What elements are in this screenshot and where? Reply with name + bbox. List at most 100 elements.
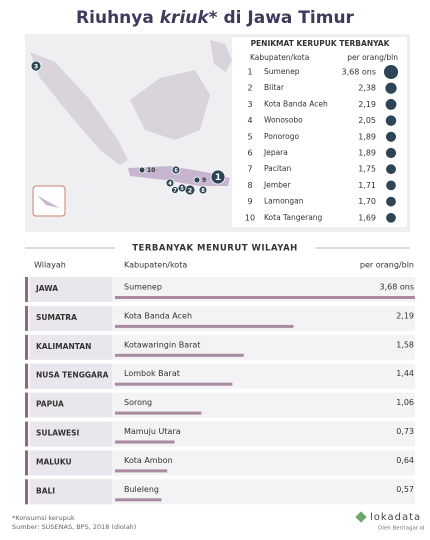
city-name: Pacitan — [264, 164, 292, 173]
byline: Oleh Beritagar.id — [378, 526, 424, 532]
value-dot — [385, 131, 397, 142]
rank: 4 — [247, 116, 252, 125]
region-cell — [30, 305, 112, 331]
map-marker-label: 4 — [168, 181, 172, 187]
value-bar — [115, 324, 294, 328]
rank: 7 — [247, 165, 252, 174]
city-name: Kota Ambon — [124, 456, 173, 465]
value-dot — [386, 212, 396, 223]
value-label: 1,44 — [396, 369, 414, 378]
region-cell — [30, 363, 112, 389]
value-bar — [115, 469, 168, 473]
rank: 3 — [247, 100, 252, 109]
region-name: NUSA TENGGARA — [36, 371, 109, 380]
city-name: Lombok Barat — [124, 369, 180, 378]
island — [130, 70, 210, 140]
value-bar — [115, 498, 162, 502]
logo-mark — [355, 511, 367, 523]
region-name: SUMATRA — [36, 313, 77, 322]
city-name: Jepara — [263, 148, 288, 157]
region-cell — [30, 479, 112, 505]
column-header: Kabupaten/kota — [124, 261, 187, 270]
map-marker — [171, 186, 179, 194]
value-label: 0,57 — [396, 485, 414, 494]
map-marker — [171, 165, 181, 175]
value-dot — [386, 196, 396, 207]
row-accent — [25, 392, 28, 418]
rank: 6 — [247, 149, 252, 158]
table-title: PENIKMAT KERUPUK TERBANYAK — [251, 39, 391, 48]
value-label: 2,38 — [358, 84, 376, 93]
map-marker — [165, 178, 175, 188]
rank: 8 — [247, 181, 252, 190]
region-cell — [30, 334, 112, 360]
value-label: 1,06 — [396, 398, 414, 407]
region-cell — [30, 392, 112, 418]
map — [30, 40, 240, 217]
value-bar — [115, 353, 244, 357]
top-table — [232, 37, 407, 227]
row-accent — [25, 421, 28, 447]
island — [30, 52, 128, 165]
row-accent — [25, 277, 28, 302]
map-marker — [210, 169, 226, 185]
map-marker — [198, 185, 208, 195]
city-name: Kotawaringin Barat — [124, 340, 200, 349]
value-bar — [115, 411, 202, 415]
footnote: *Konsumsi kerupuk — [12, 514, 75, 522]
column-header: per orang/bln — [347, 53, 398, 62]
column-header: per orang/bln — [360, 261, 414, 270]
rank: 2 — [247, 84, 252, 93]
title: Riuhnya kriuk* di Jawa Timur — [76, 8, 354, 28]
map-marker-label: 8 — [201, 188, 205, 194]
value-dot — [385, 98, 397, 110]
value-label: 0,64 — [396, 456, 414, 465]
brand: lokadata — [370, 512, 421, 523]
value-label: 1,89 — [358, 132, 376, 141]
value-dot — [386, 164, 396, 175]
value-dot — [385, 115, 397, 126]
value-dot — [385, 82, 397, 94]
region-name: PAPUA — [36, 400, 64, 409]
value-label: 3,68 ons — [380, 283, 415, 292]
map-marker-label: 10 — [147, 167, 155, 174]
map-marker-label: 2 — [188, 187, 193, 195]
value-label: 0,73 — [396, 427, 414, 436]
region-cell — [30, 450, 112, 476]
city-name: Ponorogo — [264, 132, 299, 141]
row-accent — [25, 334, 28, 360]
region-name: JAWA — [35, 284, 58, 293]
value-label: 2,19 — [358, 100, 376, 109]
title-text: di Jawa Timur — [224, 8, 355, 28]
row-accent — [25, 305, 28, 331]
title-text: Riuhnya — [76, 8, 154, 28]
value-label: 2,05 — [358, 116, 376, 125]
map-marker-label: 9 — [202, 177, 206, 184]
value-label: 2,19 — [396, 311, 414, 320]
map-marker-label: 1 — [215, 173, 221, 183]
map-marker-label: 5 — [180, 186, 184, 192]
value-label: 1,71 — [358, 181, 376, 190]
island — [210, 40, 232, 72]
section-title: TERBANYAK MENURUT WILAYAH — [132, 244, 298, 254]
rank: 9 — [247, 197, 252, 206]
city-name: Wonosobo — [264, 116, 303, 125]
source: Sumber: SUSENAS, BPS, 2018 (diolah) — [12, 523, 136, 531]
city-name: Kota Banda Aceh — [264, 99, 328, 108]
inset-island — [37, 195, 60, 208]
map-marker — [30, 60, 42, 72]
inset-map — [32, 185, 66, 217]
region-name: KALIMANTAN — [36, 342, 91, 351]
value-label: 1,70 — [358, 197, 376, 206]
region-name: SULAWESI — [36, 429, 80, 438]
map-marker-label: 6 — [174, 168, 178, 174]
value-bar — [115, 296, 415, 299]
city-name: Sumenep — [124, 283, 162, 292]
value-label: 3,68 ons — [342, 68, 377, 77]
region-name: BALI — [36, 486, 55, 495]
map-marker — [193, 176, 201, 184]
island — [128, 166, 230, 186]
value-label: 1,58 — [396, 340, 414, 349]
city-name: Jember — [263, 180, 292, 189]
